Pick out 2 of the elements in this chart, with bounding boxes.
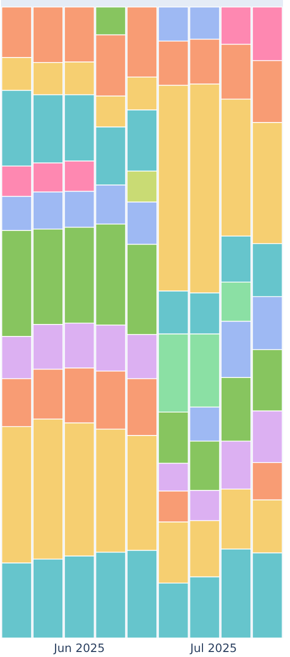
x-tick-label: Jul 2025 [189, 641, 238, 655]
x-tick-label: Jun 2025 [52, 641, 105, 655]
